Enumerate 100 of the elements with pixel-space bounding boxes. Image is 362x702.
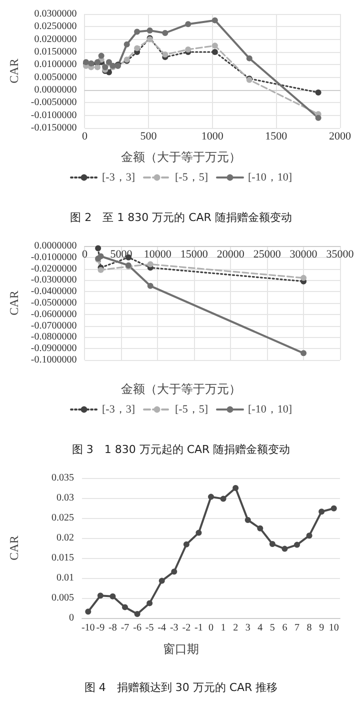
point: [183, 541, 190, 548]
point: [315, 90, 322, 96]
x-tick-label: 25000: [253, 248, 282, 260]
y-tick-label: -0.0600000: [30, 308, 77, 320]
legend-label: [-3，3]: [102, 404, 136, 416]
point: [98, 52, 104, 59]
point: [162, 30, 168, 36]
point: [315, 114, 322, 121]
x-tick-label: 3: [245, 622, 250, 634]
y-tick-label: -0.0400000: [30, 286, 77, 298]
y-tick-label: -0.0900000: [30, 343, 77, 354]
x-tick-label: -1: [194, 622, 203, 634]
point: [134, 28, 140, 35]
x-tick-label: 8: [306, 622, 312, 634]
x-tick-label: -2: [182, 622, 191, 634]
y-axis-title: CAR: [7, 290, 21, 316]
x-tick-label: -3: [170, 622, 178, 634]
legend-label: [-5，5]: [175, 172, 208, 184]
y-tick-label: 0.03: [56, 492, 74, 504]
legend-label: [-10，10]: [248, 172, 292, 184]
y-tick-label: 0.0000000: [34, 84, 77, 96]
y-tick-label: 0.005: [52, 592, 74, 604]
point: [294, 542, 300, 548]
point: [185, 21, 192, 28]
point: [102, 64, 108, 70]
point: [269, 541, 276, 547]
point: [212, 42, 218, 49]
y-tick-label: -0.0050000: [30, 97, 77, 108]
point: [134, 611, 140, 617]
y-tick-label: -0.0700000: [30, 320, 77, 332]
point: [110, 593, 116, 600]
y-tick-label: -0.0150000: [30, 122, 77, 134]
point: [162, 52, 168, 58]
x-tick-label: -7: [120, 622, 130, 634]
point: [97, 592, 104, 599]
point: [246, 55, 252, 62]
y-axis-title: CAR: [7, 536, 21, 560]
y-axis-title: CAR: [7, 58, 21, 84]
x-tick-label: 10000: [144, 248, 172, 260]
x-tick-label: 10: [328, 622, 339, 634]
x-tick-label: 0: [208, 622, 214, 634]
point: [94, 64, 100, 70]
point: [95, 245, 102, 252]
y-tick-label: 0: [69, 612, 74, 624]
x-tick-label: -8: [108, 622, 117, 634]
point: [124, 41, 130, 48]
x-tick-label: 5: [270, 622, 275, 634]
x-tick-label: 0: [82, 248, 88, 260]
y-tick-label: -0.0500000: [30, 298, 77, 308]
point: [306, 532, 312, 539]
x-tick-label: 20000: [216, 248, 245, 260]
x-tick-label: -6: [133, 622, 142, 634]
x-tick-label: 0: [82, 130, 88, 142]
y-tick-label: 0.0100000: [34, 59, 77, 70]
x-tick-label: 15000: [180, 248, 208, 260]
y-tick-label: 0.0300000: [34, 8, 77, 20]
point: [85, 608, 92, 615]
y-tick-label: 0.0250000: [34, 21, 77, 32]
point: [122, 604, 128, 610]
point: [146, 600, 153, 606]
y-tick-label: -0.0800000: [30, 332, 77, 343]
legend-label: [-3，3]: [102, 172, 136, 184]
point: [300, 274, 307, 281]
x-tick-label: 30000: [290, 248, 318, 260]
point: [185, 46, 192, 52]
x-axis-title: 金额（大于等于万元）: [121, 150, 241, 164]
point: [257, 525, 264, 532]
y-tick-label: 0.01: [56, 572, 74, 584]
point: [196, 530, 202, 536]
point: [282, 546, 288, 552]
legend-label: [-10，10]: [248, 404, 292, 416]
x-tick-label: 1500: [265, 130, 288, 142]
y-tick-label: 0.0200000: [34, 34, 77, 45]
point: [330, 505, 337, 512]
x-tick-label: 2000: [329, 130, 352, 142]
y-tick-label: 0.035: [52, 472, 74, 484]
text: 图 2 至 1 830 万元的 CAR 随捐赠金额变动: [70, 211, 292, 224]
x-tick-label: 7: [294, 622, 300, 634]
x-tick-label: 500: [140, 130, 158, 142]
x-tick-label: 9: [319, 622, 324, 634]
x-tick-label: 4: [258, 622, 263, 634]
y-tick-label: -0.0100000: [30, 110, 77, 121]
point: [212, 49, 218, 55]
point: [212, 17, 218, 24]
x-tick-label: 1: [220, 622, 226, 634]
y-tick-label: -0.0100000: [30, 252, 77, 263]
point: [300, 350, 307, 356]
x-axis-title: 金额（大于等于万元）: [121, 382, 241, 396]
text: 图 3 1 830 万元起的 CAR 随捐赠金额变动: [72, 443, 290, 456]
text: 图 4 捐赠额达到 30 万元的 CAR 推移: [84, 681, 278, 694]
point: [232, 485, 239, 491]
point: [318, 508, 325, 515]
point: [146, 27, 153, 34]
point: [220, 496, 226, 502]
x-tick-label: -9: [96, 622, 105, 634]
point: [147, 282, 154, 289]
y-tick-label: 0.025: [52, 512, 74, 524]
point: [158, 578, 165, 584]
x-tick-label: -5: [145, 622, 154, 634]
point: [98, 253, 104, 260]
